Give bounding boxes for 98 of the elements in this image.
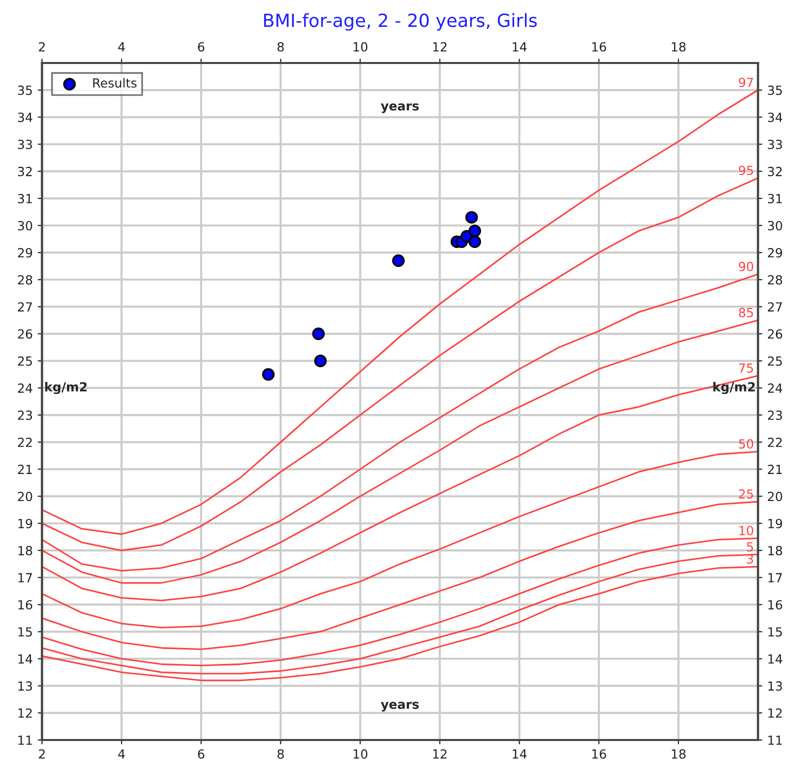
y2-tick-label: 25	[768, 356, 782, 366]
y2-tick-label: 11	[768, 736, 782, 745]
y-tick-label: 33	[18, 140, 32, 150]
y2-tick-label: 30	[768, 220, 782, 230]
y-tick-label: 18	[18, 546, 32, 556]
y-tick-label: 14	[18, 654, 32, 664]
y2-tick-label: 14	[768, 654, 782, 664]
chart-title: BMI-for-age, 2 - 20 years, Girls	[264, 13, 537, 31]
point	[312, 328, 325, 340]
y-tick-label: 30	[18, 220, 32, 230]
x2-tick-label: 2	[38, 42, 45, 52]
line-series	[42, 537, 758, 666]
y-tick-label: 11	[18, 736, 32, 745]
y-tick-label: 13	[18, 681, 32, 691]
y2-tick-label: 21	[768, 464, 782, 474]
y-tick-label: 22	[18, 438, 32, 447]
y2-tick-label: 35	[768, 86, 782, 96]
line-series	[42, 89, 758, 535]
x2-tick-label: 4	[118, 42, 125, 52]
y-tick-label: 31	[18, 194, 32, 204]
x-tick-label: 8	[278, 749, 284, 759]
x-tick-label: 18	[672, 749, 686, 759]
line-series	[42, 450, 758, 628]
y2-tick-label: 18	[768, 546, 782, 556]
series-label: 50	[739, 439, 754, 449]
y-tick-label: 28	[18, 275, 32, 285]
point	[314, 354, 327, 368]
y2-tick-label: 23	[768, 410, 782, 420]
x2-tick-label: 18	[672, 42, 686, 52]
y2-tick-label: 28	[768, 275, 782, 285]
y-tick-label: 17	[18, 573, 32, 582]
y-tick-label: 32	[18, 166, 32, 176]
series-label: 90	[738, 262, 754, 272]
x-tick-label: 4	[118, 749, 125, 759]
x-tick-label: 2	[38, 749, 45, 759]
y-tick-label: 16	[18, 600, 32, 610]
x2-tick-label: 6	[198, 42, 204, 52]
x-tick-label: 16	[592, 749, 606, 759]
y2-tick-label: 27	[768, 302, 782, 312]
y-tick-label: 19	[18, 518, 32, 528]
x2-tick-label: 12	[433, 42, 446, 52]
y2-axis-title: kg/m2	[713, 382, 755, 394]
y2-tick-label: 24	[768, 383, 782, 393]
x-tick-label: 12	[433, 749, 446, 759]
y-tick-label: 27	[18, 302, 32, 312]
series-label: 75	[739, 364, 753, 373]
point	[468, 235, 482, 248]
y-tick-label: 26	[18, 329, 32, 339]
x-tick-label: 14	[512, 749, 527, 759]
y-tick-label: 20	[18, 492, 32, 502]
line-series	[42, 375, 758, 602]
line-series	[42, 500, 758, 650]
y2-tick-label: 26	[768, 329, 782, 339]
y-tick-label: 35	[18, 86, 32, 96]
legend-label: Results	[93, 78, 137, 88]
y2-tick-label: 29	[768, 248, 782, 258]
line-series	[42, 177, 758, 552]
x-tick-label: 6	[198, 749, 204, 759]
point	[465, 211, 478, 224]
y2-tick-label: 31	[768, 194, 782, 204]
y2-tick-label: 16	[768, 600, 782, 610]
y-axis-title: kg/m2	[45, 382, 87, 394]
y2-tick-label: 15	[768, 627, 782, 637]
y2-tick-label: 17	[768, 573, 782, 582]
point	[262, 368, 275, 381]
point	[468, 224, 482, 238]
series-label: 10	[739, 526, 754, 536]
y2-tick-label: 32	[768, 166, 782, 176]
series-label: 85	[738, 308, 753, 318]
y2-tick-label: 19	[768, 518, 782, 528]
y-tick-label: 24	[18, 383, 32, 393]
y2-tick-label: 20	[768, 492, 782, 502]
y-tick-label: 12	[18, 708, 32, 718]
x2-tick-label: 14	[512, 42, 527, 52]
x2-tick-label: 16	[592, 42, 606, 52]
series-label: 5	[747, 542, 753, 552]
y-tick-label: 25	[18, 356, 32, 366]
y-tick-label: 29	[18, 248, 32, 258]
y-tick-label: 34	[18, 112, 32, 122]
x2-tick-label: 10	[354, 42, 368, 52]
line-series	[42, 319, 758, 584]
y-tick-label: 15	[18, 627, 32, 637]
point	[392, 254, 405, 267]
x-tick-label: 10	[354, 749, 368, 759]
y-tick-label: 21	[18, 464, 32, 474]
series-label: 97	[738, 78, 753, 88]
y2-tick-label: 34	[768, 112, 782, 122]
y2-tick-label: 22	[768, 438, 782, 447]
series-label: 95	[738, 166, 753, 176]
x2-tick-label: 8	[278, 42, 284, 52]
y2-tick-label: 13	[768, 681, 782, 691]
series-label: 25	[739, 489, 753, 499]
line-series	[42, 273, 758, 572]
y-tick-label: 23	[18, 410, 32, 420]
y2-tick-label: 12	[768, 708, 782, 718]
x-axis-title: years	[380, 702, 419, 712]
y2-tick-label: 33	[768, 140, 782, 150]
x2-axis-title: years	[380, 103, 419, 114]
